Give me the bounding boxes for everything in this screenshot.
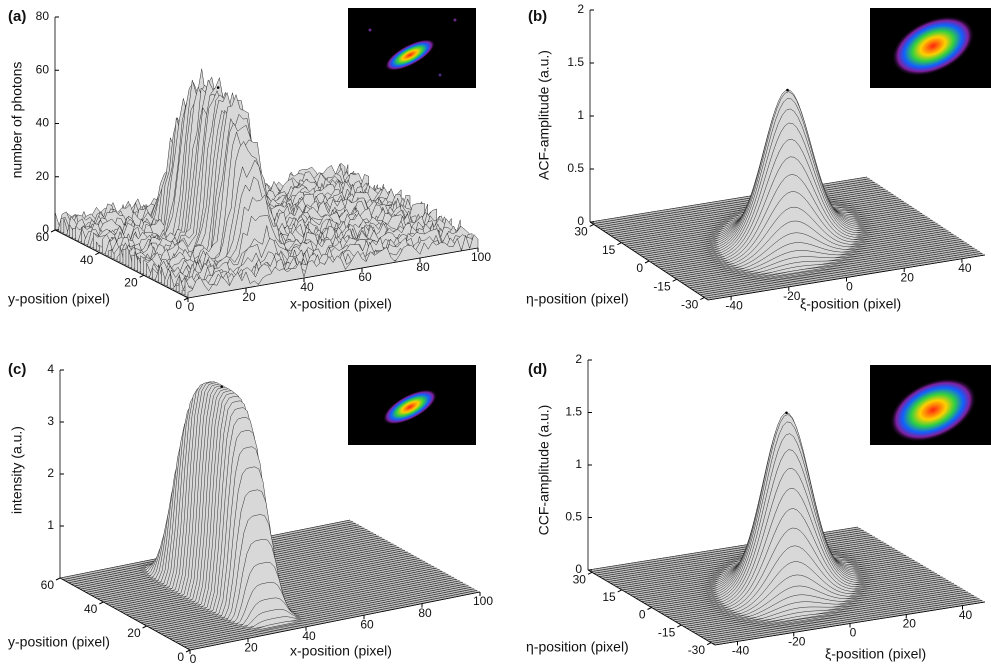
panel-label: (a) — [8, 8, 26, 25]
y-tick-label: 30 — [573, 573, 587, 587]
z-tick-label: 40 — [36, 116, 50, 130]
inset-a — [348, 8, 476, 88]
y-tick — [588, 572, 592, 574]
y-axis-label: y-position (pixel) — [8, 291, 110, 307]
z-tick-label: 0.5 — [567, 161, 584, 175]
x-tick-label: 20 — [901, 270, 915, 284]
z-axis-label: number of photons — [9, 62, 25, 179]
x-axis-label: ξ-position (pixel) — [800, 296, 901, 312]
y-tick-label: 15 — [602, 590, 616, 604]
y-tick-label: 15 — [602, 243, 616, 257]
inset-d — [870, 365, 991, 455]
y-axis-label: η-position (pixel) — [526, 639, 629, 655]
x-axis-label: x-position (pixel) — [290, 296, 392, 312]
x-tick-label: 0 — [846, 280, 853, 294]
x-tick-label: 60 — [360, 617, 374, 631]
y-axis-label: η-position (pixel) — [526, 291, 629, 307]
y-tick — [700, 298, 704, 300]
y-tick-label: 40 — [80, 253, 94, 267]
z-tick-label: 1 — [47, 518, 54, 532]
y-tick — [677, 625, 681, 627]
z-tick-label: 80 — [36, 9, 50, 23]
y-axis-label: y-position (pixel) — [8, 634, 110, 650]
y-tick — [95, 253, 99, 255]
peak — [786, 89, 789, 92]
y-tick-label: -30 — [688, 643, 706, 657]
x-tick-label: 40 — [959, 608, 973, 622]
x-tick-label: 0 — [850, 626, 857, 640]
z-tick-label: 1 — [575, 457, 582, 471]
x-tick-label: 80 — [416, 260, 430, 274]
panel-label: (c) — [8, 361, 26, 378]
peak — [785, 411, 788, 414]
x-tick-label: 0 — [188, 300, 195, 314]
y-tick-label: 20 — [124, 276, 138, 290]
x-tick-label: 40 — [302, 629, 316, 643]
y-tick-label: 20 — [127, 626, 141, 640]
x-tick-label: 100 — [473, 594, 493, 608]
y-tick-label: 0 — [636, 261, 643, 275]
inset-c — [348, 365, 476, 445]
x-tick-label: 0 — [190, 652, 197, 666]
x-tick-label: 60 — [358, 270, 372, 284]
figure: 00.511.52-40-2002040-30-1501530(d)CCF-am… — [0, 0, 991, 667]
z-tick-label: 3 — [47, 414, 54, 428]
peak — [217, 86, 220, 89]
y-tick-label: -15 — [653, 279, 671, 293]
z-tick-label: 4 — [47, 362, 54, 376]
y-tick — [618, 590, 622, 592]
y-tick — [617, 243, 621, 245]
y-tick — [51, 230, 55, 232]
x-tick-label: -40 — [732, 644, 750, 658]
z-tick-label: 2 — [577, 2, 584, 16]
z-axis-label: intensity (a.u.) — [9, 426, 25, 514]
y-tick-label: -15 — [658, 625, 676, 639]
z-tick-label: 2 — [47, 466, 54, 480]
x-tick-label: 40 — [300, 280, 314, 294]
x-tick-label: 40 — [958, 261, 972, 275]
peak — [220, 385, 223, 388]
y-tick-label: 0 — [177, 650, 184, 664]
y-tick-label: 40 — [84, 602, 98, 616]
x-axis-label: ξ-position (pixel) — [825, 646, 926, 662]
y-tick-label: 30 — [574, 225, 588, 239]
y-tick-label: 0 — [175, 298, 182, 312]
x-tick-label: -40 — [725, 298, 743, 312]
panel-label: (d) — [528, 361, 547, 378]
y-tick — [707, 643, 711, 645]
y-tick — [99, 602, 103, 604]
x-axis-label: x-position (pixel) — [290, 643, 392, 659]
x-tick-label: -20 — [783, 289, 801, 303]
y-tick-label: -30 — [681, 298, 699, 312]
x-tick-label: 20 — [903, 617, 917, 631]
y-tick-label: 0 — [639, 608, 646, 622]
z-tick-label: 1 — [577, 108, 584, 122]
y-tick — [590, 224, 594, 226]
y-tick-label: 60 — [36, 230, 50, 244]
z-axis-label: CCF-amplitude (a.u.) — [536, 405, 552, 536]
x-tick-label: 20 — [244, 641, 258, 655]
z-tick-label: 2 — [575, 352, 582, 366]
z-tick-label: 1.5 — [567, 55, 584, 69]
y-tick — [648, 608, 652, 610]
x-tick-label: -20 — [788, 635, 806, 649]
y-tick — [673, 279, 677, 281]
z-tick-label: 20 — [36, 169, 50, 183]
y-tick — [140, 275, 144, 277]
x-tick-label: 20 — [242, 290, 256, 304]
z-tick-label: 0.5 — [565, 510, 582, 524]
inset-b — [870, 4, 991, 88]
z-axis-label: ACF-amplitude (a.u.) — [536, 50, 552, 180]
y-tick — [56, 578, 60, 580]
z-tick-label: 60 — [36, 62, 50, 76]
y-tick — [645, 261, 649, 263]
x-tick-label: 100 — [471, 250, 491, 264]
x-tick-label: 80 — [418, 606, 432, 620]
y-tick — [143, 626, 147, 628]
y-tick-label: 60 — [41, 578, 55, 592]
z-tick-label: 1.5 — [565, 405, 582, 419]
panel-label: (b) — [528, 8, 547, 25]
